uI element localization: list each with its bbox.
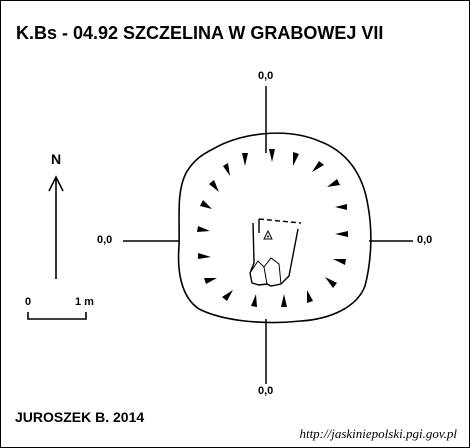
fissure-dripline: [258, 218, 302, 224]
survey-station-triangle-icon: [263, 229, 273, 240]
north-arrow-icon: [48, 175, 64, 279]
rock-blocks: [249, 257, 282, 285]
north-label: N: [51, 151, 62, 167]
scale-start-label: 0: [25, 296, 32, 308]
map-title: K.Bs - 04.92 SZCZELINA W GRABOWEJ VII: [16, 23, 384, 43]
elevation-right: 0,0: [417, 234, 433, 246]
author-credit: JUROSZEK B. 2014: [15, 409, 145, 425]
scale-end-label: 1 m: [75, 296, 94, 308]
cross-section-axes: [123, 86, 413, 384]
doline-outline: [177, 132, 372, 324]
elevation-bottom: 0,0: [258, 385, 274, 397]
slope-hachures: [197, 149, 348, 307]
fissure-outline: [249, 222, 299, 287]
elevation-top: 0,0: [258, 70, 274, 82]
scale-bar: [27, 312, 87, 320]
fissure-entrance: [249, 218, 302, 287]
elevation-left: 0,0: [97, 234, 113, 246]
source-link[interactable]: http://jaskiniepolski.pgi.gov.pl: [299, 426, 457, 441]
